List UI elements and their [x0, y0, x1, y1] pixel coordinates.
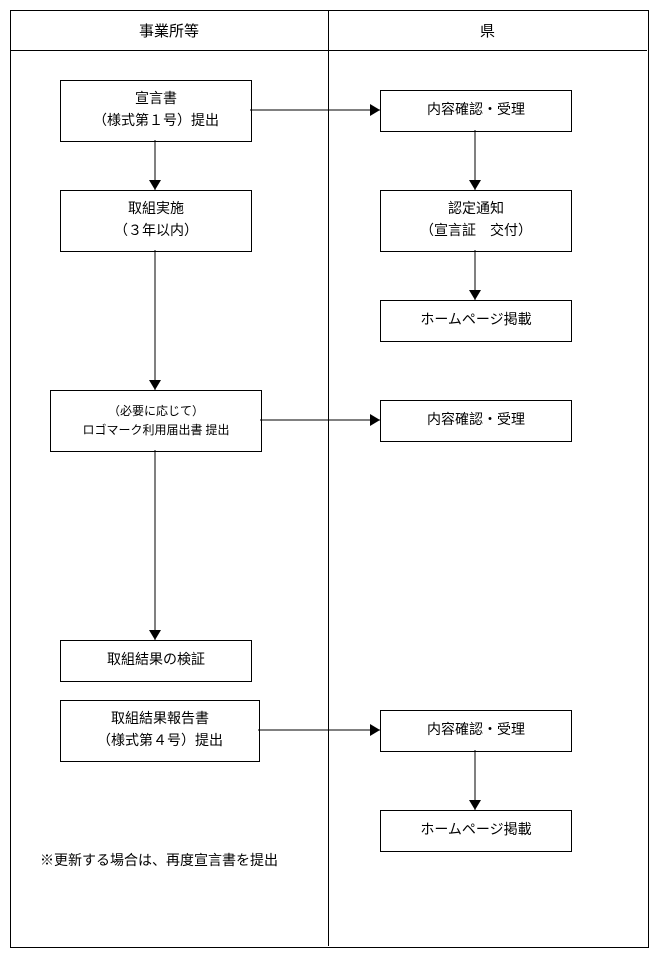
node-r2-line-1: （宣言証 交付） — [420, 221, 532, 243]
node-n1-line-1: （様式第１号）提出 — [93, 111, 219, 133]
node-n3: （必要に応じて）ロゴマーク利用届出書 提出 — [50, 390, 262, 452]
node-n2: 取組実施（３年以内） — [60, 190, 252, 252]
outer-frame — [10, 10, 649, 948]
node-r1-line-0: 内容確認・受理 — [427, 100, 525, 122]
column-divider — [328, 10, 329, 946]
node-r2: 認定通知（宣言証 交付） — [380, 190, 572, 252]
node-n4: 取組結果の検証 — [60, 640, 252, 682]
node-n2-line-1: （３年以内） — [114, 221, 198, 243]
node-n4-line-0: 取組結果の検証 — [107, 650, 205, 672]
node-r6: ホームページ掲載 — [380, 810, 572, 852]
node-r2-line-0: 認定通知 — [448, 199, 504, 221]
node-r3-line-0: ホームページ掲載 — [420, 310, 531, 332]
node-r5: 内容確認・受理 — [380, 710, 572, 752]
node-n1: 宣言書（様式第１号）提出 — [60, 80, 252, 142]
node-r5-line-0: 内容確認・受理 — [427, 720, 525, 742]
node-n5: 取組結果報告書（様式第４号）提出 — [60, 700, 260, 762]
node-r4: 内容確認・受理 — [380, 400, 572, 442]
node-n5-line-1: （様式第４号）提出 — [97, 731, 223, 753]
node-n3-line-1: ロゴマーク利用届出書 提出 — [82, 421, 229, 440]
header-right: 県 — [328, 10, 647, 50]
node-n3-line-0: （必要に応じて） — [108, 402, 204, 421]
footnote: ※更新する場合は、再度宣言書を提出 — [40, 850, 278, 870]
node-r1: 内容確認・受理 — [380, 90, 572, 132]
node-n2-line-0: 取組実施 — [128, 199, 184, 221]
node-n5-line-0: 取組結果報告書 — [111, 709, 209, 731]
node-r4-line-0: 内容確認・受理 — [427, 410, 525, 432]
node-n1-line-0: 宣言書 — [135, 89, 177, 111]
header-left: 事業所等 — [10, 10, 328, 50]
node-r6-line-0: ホームページ掲載 — [420, 820, 531, 842]
node-r3: ホームページ掲載 — [380, 300, 572, 342]
